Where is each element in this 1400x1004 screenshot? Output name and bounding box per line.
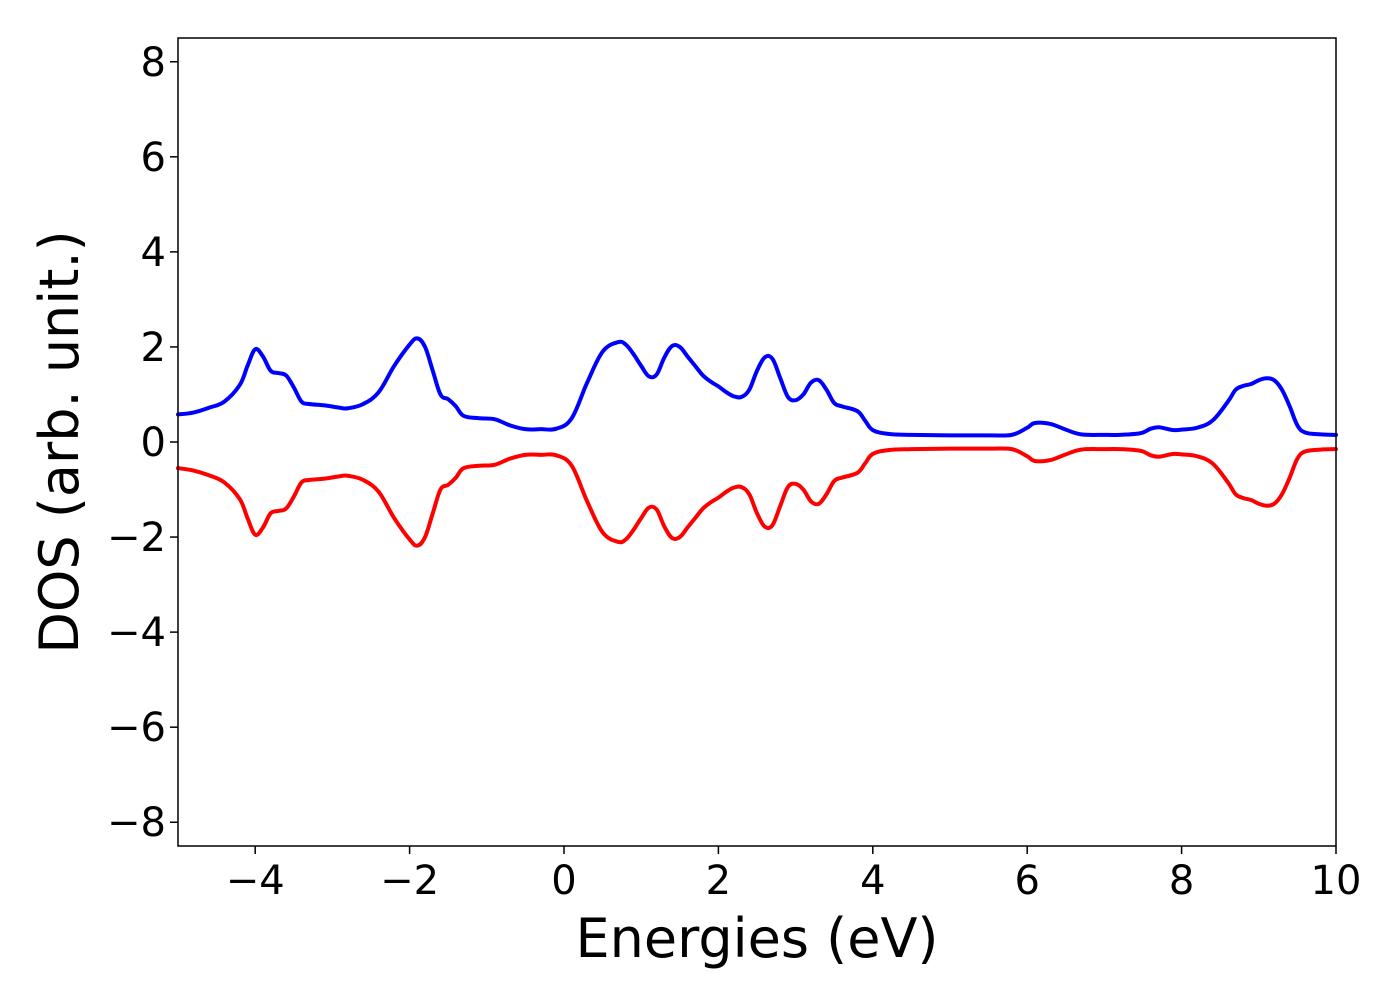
y-tick-label: 8	[141, 40, 166, 86]
y-axis-ticks: −8 −6 −4 −2 0 2 4 6 8	[107, 40, 178, 846]
x-axis-label: Energies (eV)	[576, 907, 939, 970]
series-layer	[176, 336, 1338, 548]
y-tick-label: −2	[107, 515, 166, 561]
x-tick-label: 2	[706, 858, 731, 904]
x-tick-label: 6	[1014, 858, 1039, 904]
y-tick-label: 0	[141, 420, 166, 466]
x-tick-label: 10	[1311, 858, 1362, 904]
y-tick-label: 2	[141, 325, 166, 371]
y-tick-label: −4	[107, 610, 166, 656]
y-tick-label: −8	[107, 800, 166, 846]
dos-line-blue	[176, 336, 1338, 438]
dos-line-red	[176, 446, 1338, 548]
y-axis-label: DOS (arb. unit.)	[28, 230, 91, 653]
y-tick-label: 4	[141, 230, 166, 276]
x-tick-label: 8	[1169, 858, 1194, 904]
plot-frame	[177, 37, 1337, 847]
x-tick-label: −2	[380, 858, 439, 904]
x-axis-ticks: −4 −2 0 2 4 6 8 10	[226, 846, 1362, 904]
x-tick-label: 0	[551, 858, 576, 904]
x-tick-label: 4	[860, 858, 885, 904]
y-tick-label: −6	[107, 705, 166, 751]
x-tick-label: −4	[226, 858, 285, 904]
y-tick-label: 6	[141, 135, 166, 181]
